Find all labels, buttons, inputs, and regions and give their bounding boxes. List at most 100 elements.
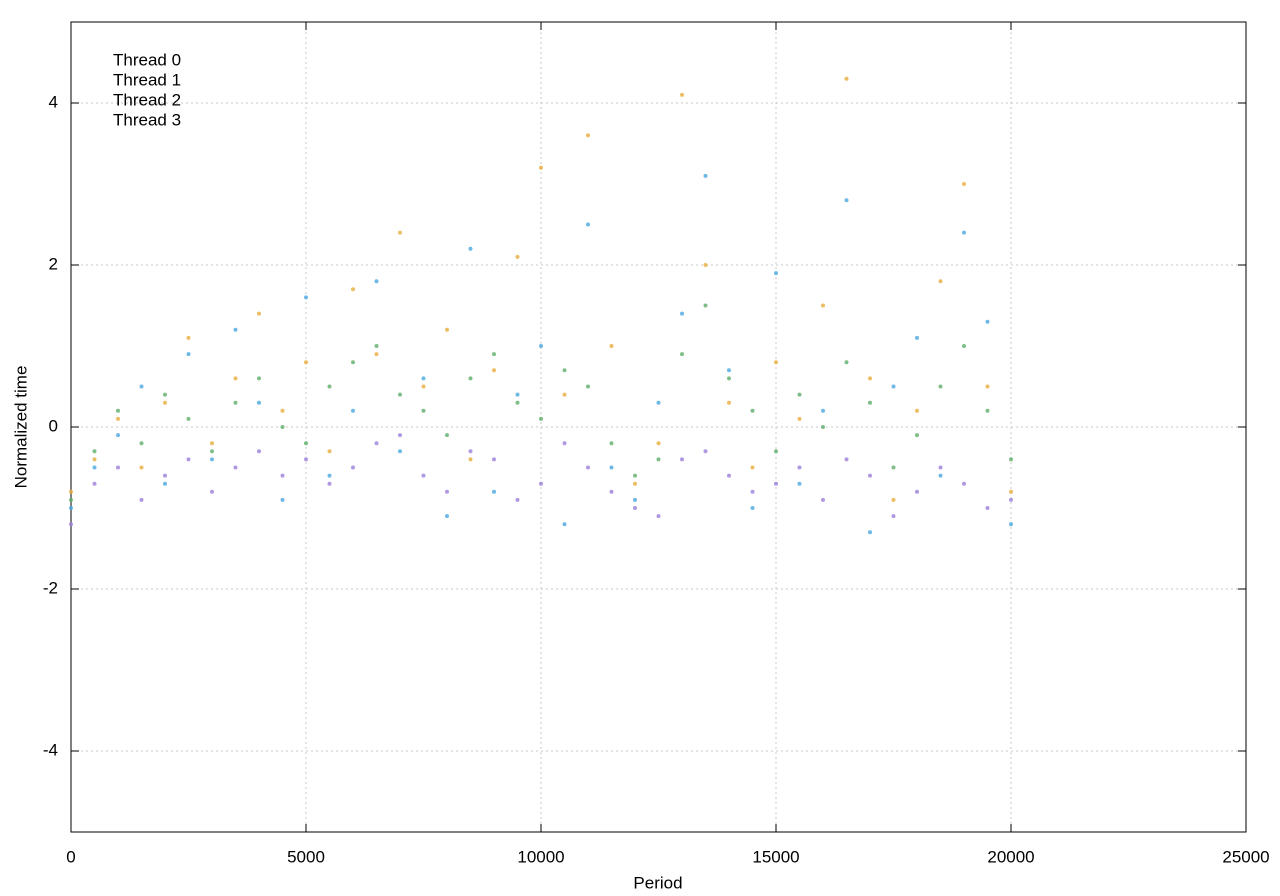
- point: [562, 441, 567, 446]
- point: [985, 384, 990, 389]
- y-tick-label: 4: [49, 92, 58, 111]
- point: [938, 279, 943, 284]
- point: [891, 514, 896, 519]
- point: [633, 506, 637, 510]
- point: [586, 465, 590, 470]
- point: [891, 384, 896, 389]
- point: [445, 489, 449, 494]
- point: [492, 352, 496, 357]
- point: [69, 506, 73, 510]
- point: [680, 457, 684, 462]
- y-tick-label: -4: [43, 740, 58, 759]
- point: [445, 327, 449, 332]
- point: [938, 465, 943, 470]
- point: [868, 473, 872, 478]
- point: [163, 400, 167, 405]
- point: [69, 522, 73, 527]
- point: [891, 465, 896, 470]
- point: [210, 449, 214, 454]
- point: [445, 433, 449, 438]
- point: [116, 416, 120, 421]
- point: [656, 457, 661, 462]
- point: [492, 368, 496, 373]
- point: [962, 481, 966, 486]
- point: [69, 497, 73, 502]
- point: [703, 303, 708, 308]
- point: [844, 198, 849, 203]
- x-tick-label: 10000: [517, 847, 564, 866]
- point: [868, 400, 872, 405]
- point: [233, 465, 238, 470]
- point: [844, 360, 849, 365]
- point: [92, 449, 97, 454]
- point: [633, 473, 637, 478]
- point: [421, 473, 426, 478]
- point: [1009, 522, 1013, 527]
- point: [962, 344, 966, 348]
- point: [750, 408, 755, 413]
- x-tick-label: 20000: [987, 847, 1034, 866]
- point: [915, 408, 919, 413]
- point: [186, 416, 191, 421]
- point: [750, 489, 755, 494]
- point: [116, 433, 120, 438]
- point: [163, 481, 167, 486]
- point: [280, 473, 285, 478]
- point: [727, 368, 731, 373]
- point: [586, 384, 590, 389]
- point: [210, 441, 214, 446]
- point: [374, 352, 379, 357]
- point: [680, 311, 684, 316]
- point: [327, 481, 332, 486]
- point: [492, 489, 496, 494]
- point: [139, 465, 144, 470]
- point: [398, 230, 402, 235]
- point: [492, 457, 496, 462]
- point: [304, 295, 308, 300]
- point: [821, 497, 825, 502]
- point: [750, 465, 755, 470]
- point: [304, 441, 308, 446]
- point: [868, 376, 872, 381]
- point: [562, 368, 567, 373]
- point: [656, 514, 661, 519]
- point: [1009, 489, 1013, 494]
- point: [233, 400, 238, 405]
- point: [163, 473, 167, 478]
- point: [374, 441, 379, 446]
- point: [421, 384, 426, 389]
- point: [116, 408, 120, 413]
- point: [398, 392, 402, 397]
- point: [374, 279, 379, 284]
- point: [304, 360, 308, 365]
- point: [327, 384, 332, 389]
- x-tick-label: 5000: [287, 847, 325, 866]
- point: [891, 497, 896, 502]
- point: [69, 489, 73, 494]
- point: [727, 400, 731, 405]
- point: [774, 360, 778, 365]
- point: [468, 457, 473, 462]
- point: [586, 133, 590, 138]
- point: [821, 303, 825, 308]
- point: [445, 514, 449, 519]
- point: [421, 408, 426, 413]
- x-tick-label: 25000: [1222, 847, 1269, 866]
- point: [92, 465, 97, 470]
- point: [609, 344, 614, 348]
- point: [797, 416, 802, 421]
- legend-label: Thread 1: [113, 70, 181, 89]
- point: [539, 165, 543, 170]
- point: [562, 522, 567, 527]
- point: [468, 246, 473, 251]
- point: [92, 481, 97, 486]
- x-tick-label: 15000: [752, 847, 799, 866]
- point: [633, 481, 637, 486]
- legend-label: Thread 3: [113, 110, 181, 129]
- point: [327, 473, 332, 478]
- point: [186, 457, 191, 462]
- point: [304, 457, 308, 462]
- point: [468, 449, 473, 454]
- point: [821, 408, 825, 413]
- point: [868, 530, 872, 535]
